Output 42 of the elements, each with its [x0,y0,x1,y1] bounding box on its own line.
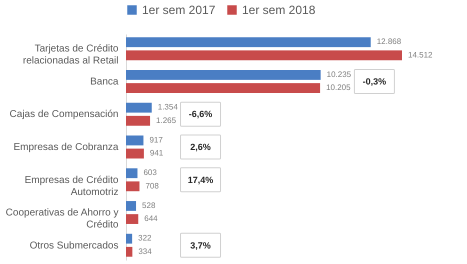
annotation: -6,6% [188,109,212,120]
bar [126,116,150,126]
y-tick-label: Banca [90,76,119,88]
bar [126,50,402,60]
data-label: 10.235 [326,70,352,79]
legend-label: 1er sem 2018 [242,3,316,17]
legend-label: 1er sem 2017 [142,3,216,17]
bar [126,168,138,178]
data-label: 708 [145,181,160,190]
data-label: 1.265 [156,116,177,125]
y-tick-label: Empresas de Cobranza [13,142,119,153]
bar [126,201,136,211]
data-label: 10.205 [326,83,352,92]
data-label: 917 [149,135,164,144]
bar [126,214,138,224]
bar [126,246,132,257]
data-label: 528 [142,200,156,210]
bar [126,148,144,158]
data-label: 603 [143,168,158,178]
bar [126,181,140,192]
data-label: 14.512 [408,50,434,60]
bar [126,102,152,113]
annotation: 17,4% [188,174,214,185]
annotation: -0,3% [362,76,386,86]
bar [126,234,132,244]
annotation: 3,7% [190,240,211,250]
data-label: 941 [150,148,164,158]
y-tick-label: Otros Submercados [30,240,118,252]
data-label: 644 [144,214,158,224]
data-label: 334 [138,246,152,256]
bar [126,37,371,48]
annotation: 2,6% [190,142,211,152]
bar [126,136,144,146]
y-tick-label: Cooperativas de Ahorro y Crédito [6,208,119,231]
data-label: 322 [138,234,152,243]
data-label: 1.354 [158,102,178,112]
data-label: 12.868 [376,37,402,46]
y-tick-label: Empresas de Crédito Automotriz [24,174,119,198]
y-tick-label: Cajas de Compensación [10,109,118,120]
bar [126,70,321,80]
bar [126,83,320,93]
y-tick-label: Tarjetas de Crédito relacionadas al Retail [22,44,119,67]
